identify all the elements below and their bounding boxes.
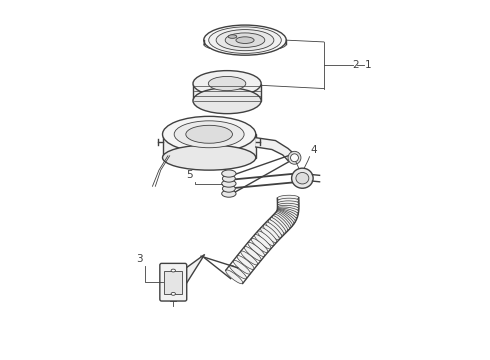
Bar — [193, 84, 261, 101]
Ellipse shape — [263, 225, 279, 240]
Text: 1: 1 — [365, 60, 372, 70]
Ellipse shape — [221, 190, 236, 197]
Ellipse shape — [277, 208, 298, 215]
Ellipse shape — [221, 180, 236, 187]
Ellipse shape — [277, 210, 295, 222]
Ellipse shape — [229, 265, 246, 279]
Ellipse shape — [277, 203, 299, 209]
Ellipse shape — [268, 220, 284, 235]
Ellipse shape — [216, 30, 274, 51]
Ellipse shape — [277, 210, 296, 220]
Ellipse shape — [274, 214, 290, 230]
Ellipse shape — [266, 222, 282, 238]
Ellipse shape — [163, 145, 256, 170]
Ellipse shape — [228, 35, 237, 39]
Ellipse shape — [186, 125, 232, 143]
Ellipse shape — [292, 168, 313, 188]
Ellipse shape — [171, 292, 175, 295]
Ellipse shape — [277, 211, 294, 224]
Ellipse shape — [174, 121, 244, 148]
Ellipse shape — [237, 256, 254, 270]
Ellipse shape — [276, 212, 293, 226]
Ellipse shape — [277, 201, 299, 206]
Ellipse shape — [241, 251, 258, 265]
Polygon shape — [185, 255, 205, 286]
Ellipse shape — [251, 238, 268, 253]
Ellipse shape — [204, 37, 286, 52]
Ellipse shape — [277, 198, 299, 204]
Text: 2: 2 — [353, 60, 359, 70]
Ellipse shape — [261, 228, 277, 243]
Ellipse shape — [272, 216, 288, 231]
Ellipse shape — [244, 247, 261, 261]
Ellipse shape — [258, 231, 274, 246]
Ellipse shape — [254, 234, 271, 249]
Ellipse shape — [225, 270, 243, 284]
Text: 4: 4 — [310, 145, 317, 155]
Ellipse shape — [204, 25, 286, 55]
Ellipse shape — [163, 116, 256, 152]
Bar — [165, 271, 182, 294]
Ellipse shape — [296, 172, 309, 184]
Text: 5: 5 — [186, 170, 193, 180]
FancyBboxPatch shape — [160, 264, 187, 301]
Polygon shape — [256, 138, 295, 161]
Ellipse shape — [270, 217, 286, 233]
Ellipse shape — [171, 269, 175, 272]
Ellipse shape — [193, 88, 261, 114]
Text: 3: 3 — [136, 254, 143, 264]
Ellipse shape — [277, 195, 299, 201]
Ellipse shape — [222, 175, 235, 182]
Ellipse shape — [277, 205, 299, 211]
Ellipse shape — [193, 71, 261, 96]
Ellipse shape — [208, 76, 246, 91]
Ellipse shape — [233, 260, 250, 274]
Ellipse shape — [236, 37, 254, 44]
Ellipse shape — [288, 151, 301, 164]
Bar — [163, 134, 256, 158]
Ellipse shape — [221, 170, 236, 177]
Ellipse shape — [277, 209, 297, 218]
Ellipse shape — [277, 207, 299, 213]
Ellipse shape — [275, 213, 291, 228]
Ellipse shape — [209, 27, 281, 53]
Ellipse shape — [225, 33, 265, 48]
Ellipse shape — [248, 242, 265, 257]
Ellipse shape — [222, 185, 235, 192]
Ellipse shape — [291, 154, 298, 162]
